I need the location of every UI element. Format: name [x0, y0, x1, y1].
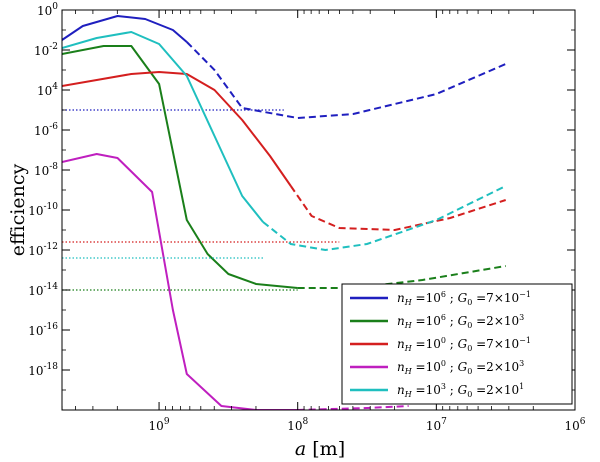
y-tick-label-8: 10-14	[28, 282, 58, 298]
y-tick-label-10: 10-18	[28, 362, 58, 378]
legend-label: nH =100 ; G0 =7×10−1	[397, 336, 531, 353]
legend-label: nH =100 ; G0 =2×103	[397, 359, 524, 376]
legend-entry-1: nH =106 ; G0 =7×10−1	[350, 290, 531, 307]
legend-entry-2: nH =106 ; G0 =2×103	[350, 313, 524, 330]
legend-entry-3: nH =100 ; G0 =7×10−1	[350, 336, 531, 353]
y-tick-label-6: 10-10	[28, 202, 58, 218]
legend-entry-4: nH =100 ; G0 =2×103	[350, 359, 524, 376]
legend-label: nH =106 ; G0 =2×103	[397, 313, 524, 330]
series-3-solid-line	[62, 71, 292, 187]
y-tick-label-3: 104	[37, 82, 58, 98]
y-tick-label-2: 10-2	[34, 42, 58, 58]
x-tick-label-4: 106	[564, 417, 585, 433]
legend: nH =106 ; G0 =7×10−1 nH =106 ; G0 =2×103 n…	[341, 283, 573, 405]
y-tick-label-5: 10-8	[34, 162, 58, 178]
y-tick-label-4: 10-6	[34, 122, 58, 138]
x-tick-label-1: 109	[149, 417, 170, 433]
y-tick-label-9: 10-16	[28, 322, 58, 338]
series-2-solid-line	[62, 45, 298, 289]
tick-labels: 109 108 107 106 100 10-2 104 10-6 10-8 10-10 10-12…	[28, 2, 586, 433]
legend-label: nH =106 ; G0 =7×10−1	[397, 290, 531, 307]
series-3-dashed-line	[289, 185, 507, 232]
y-tick-label-7: 10-12	[28, 242, 58, 258]
x-axis-title: a [m]	[295, 438, 345, 460]
x-tick-label-2: 108	[287, 417, 308, 433]
series-1-dashed-line	[186, 41, 507, 120]
series-4-dashed-line	[297, 405, 409, 410]
series-4-solid-line	[62, 153, 298, 410]
axis-ticks	[61, 9, 576, 411]
series-1-solid-line	[62, 15, 188, 43]
x-tick-label-3: 107	[426, 417, 447, 433]
series-lines	[62, 15, 507, 410]
series-5-dashed-line	[262, 185, 507, 252]
legend-entry-5: nH =103 ; G0 =2×101	[350, 382, 524, 399]
series-5-solid-line	[62, 31, 264, 223]
y-axis-title: efficiency	[7, 164, 29, 257]
y-tick-label-1: 100	[37, 2, 58, 18]
legend-label: nH =103 ; G0 =2×101	[397, 382, 524, 399]
